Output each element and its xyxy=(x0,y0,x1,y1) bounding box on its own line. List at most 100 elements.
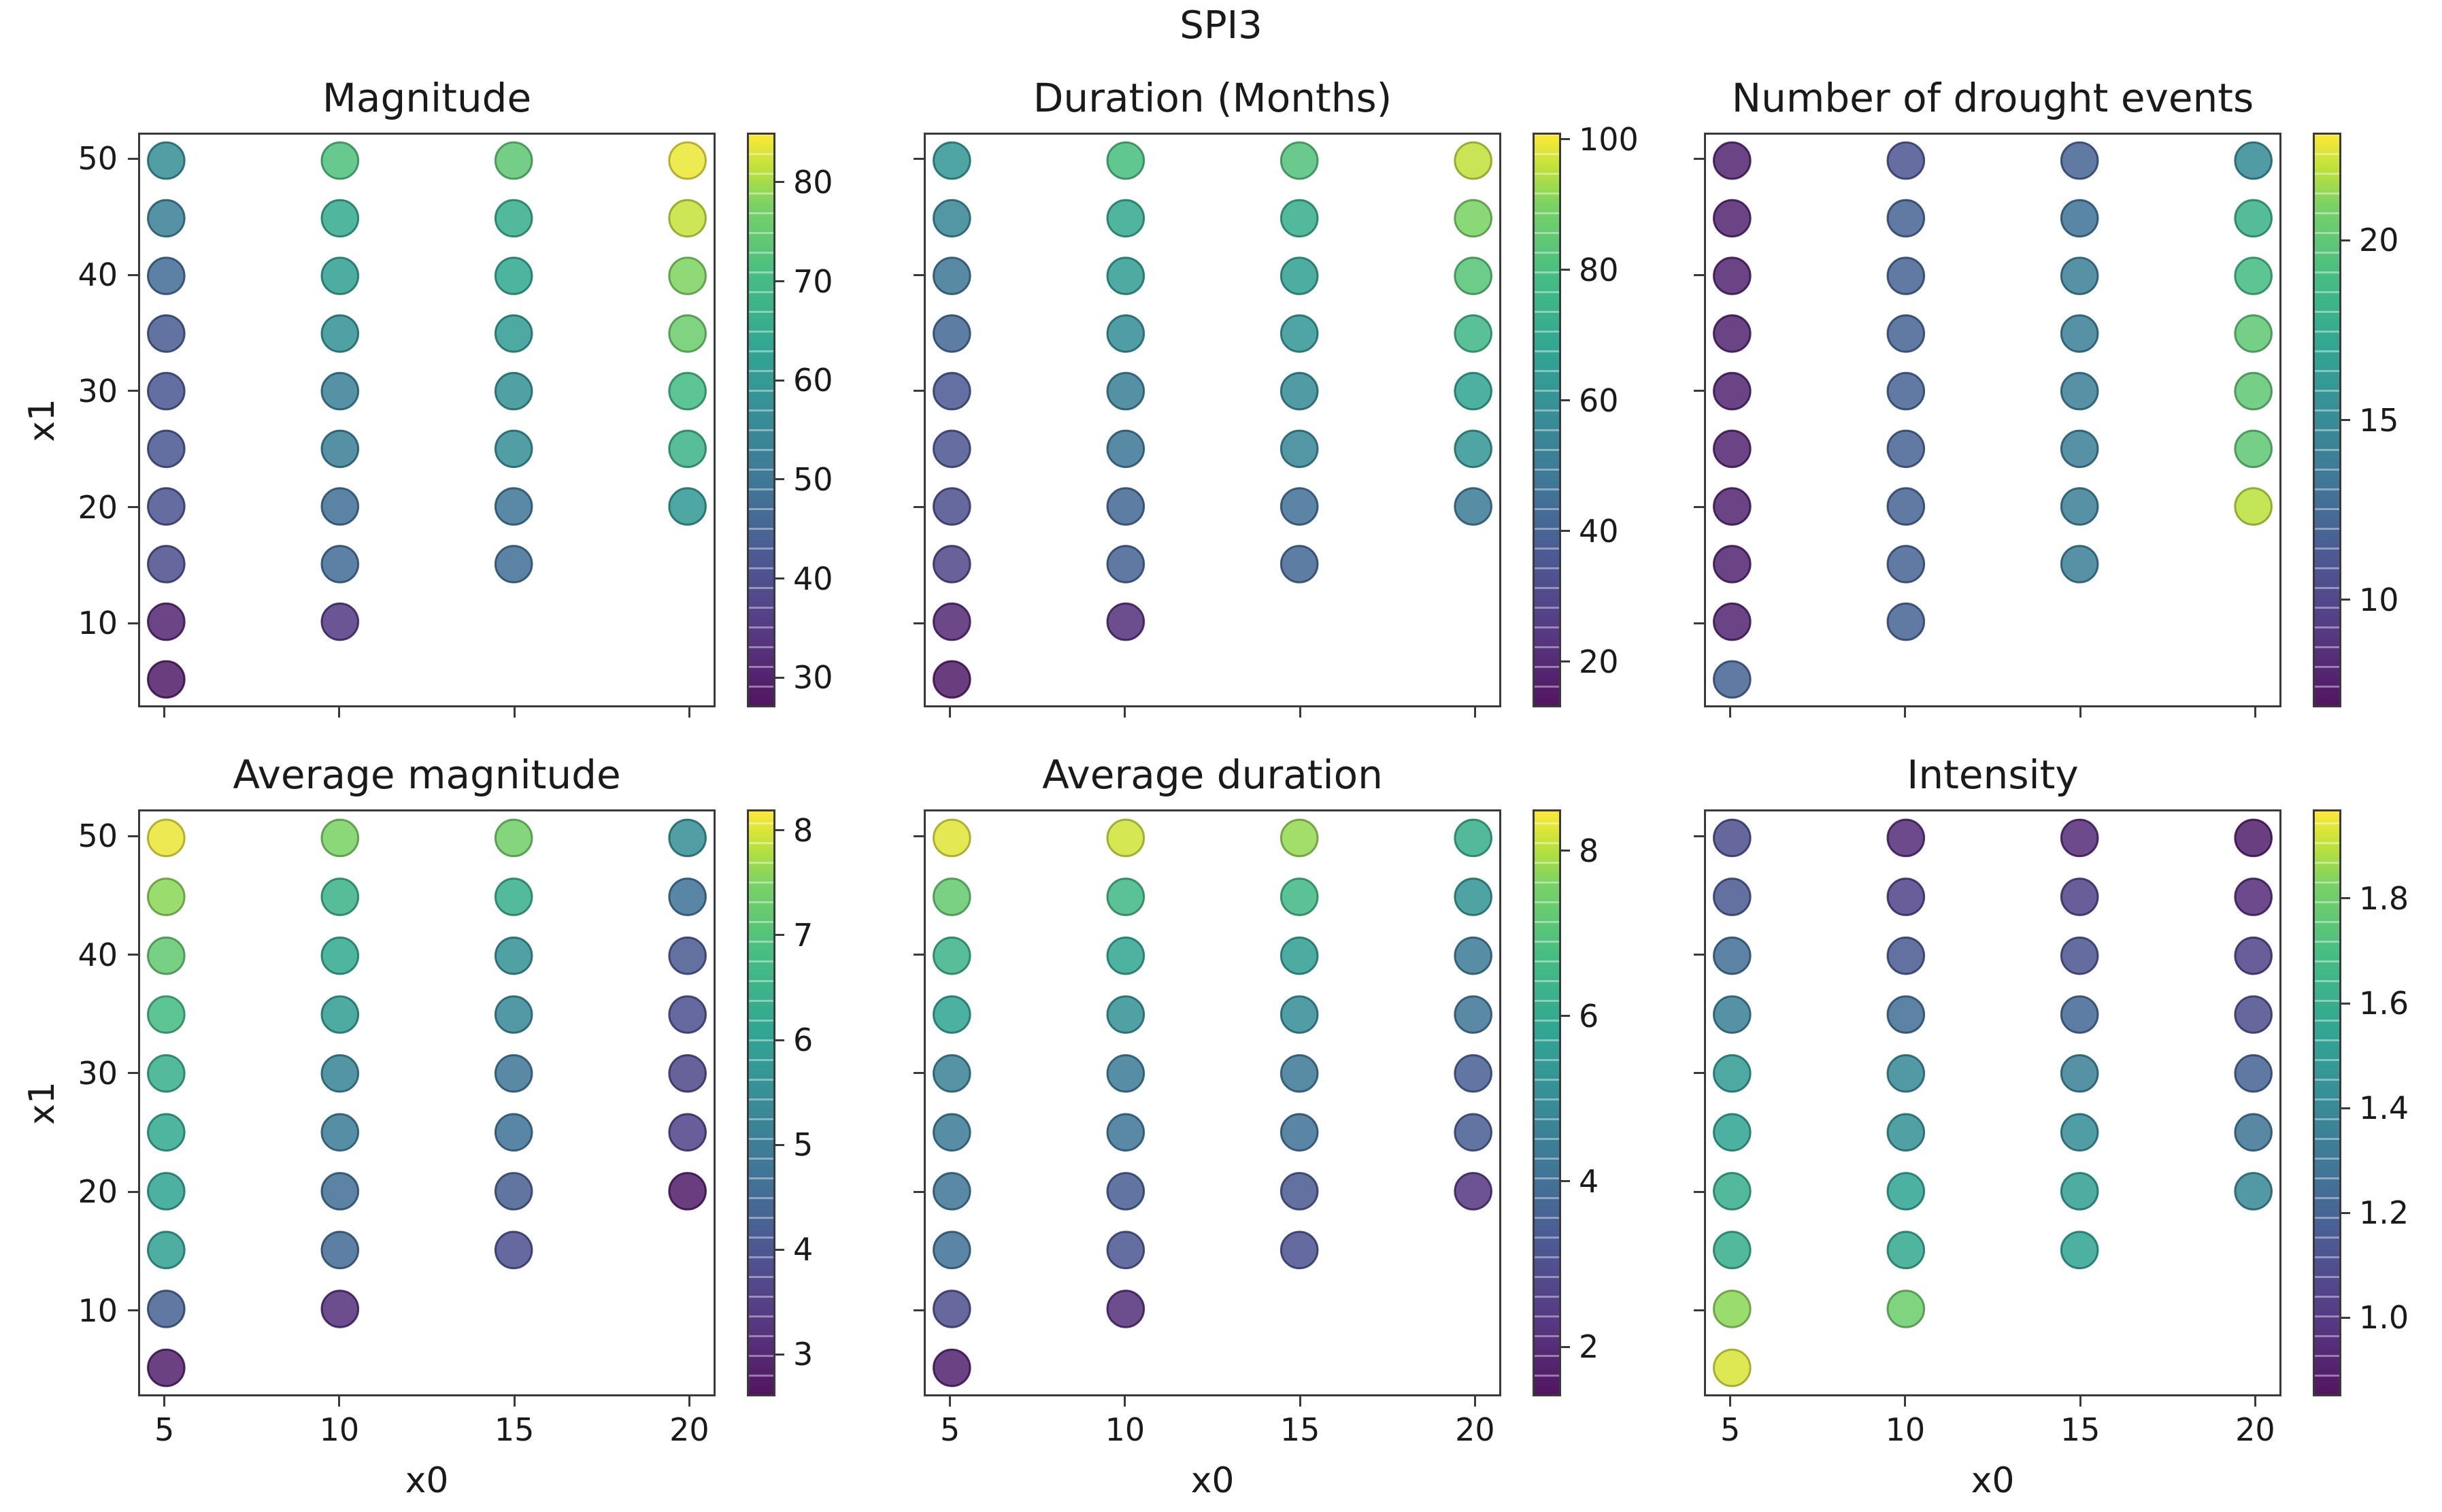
data-point xyxy=(933,1113,971,1152)
data-point xyxy=(147,314,186,353)
data-point xyxy=(1454,1054,1492,1093)
data-point xyxy=(494,1172,533,1211)
colorbar-tick-mark xyxy=(2341,897,2350,900)
x-tick-mark xyxy=(2079,1396,2081,1407)
data-point xyxy=(1886,1230,1926,1270)
colorbar-tick-label: 80 xyxy=(1579,251,1619,288)
x-tick-mark xyxy=(163,707,166,718)
data-point xyxy=(2060,1172,2099,1211)
data-point xyxy=(1279,1172,1319,1211)
data-point xyxy=(147,995,186,1034)
colorbar-tick-mark xyxy=(775,1353,784,1356)
y-tick-label: 40 xyxy=(78,936,118,973)
x-tick-mark xyxy=(1124,707,1126,718)
colorbar-tick-mark xyxy=(2341,599,2350,601)
data-point xyxy=(494,371,533,411)
data-point xyxy=(494,487,533,526)
scatter-points-layer xyxy=(147,141,707,699)
data-point xyxy=(1886,371,1926,411)
y-tick-mark xyxy=(128,157,138,160)
x-tick-mark xyxy=(2254,707,2256,718)
data-point xyxy=(494,429,533,469)
data-point xyxy=(1454,314,1492,353)
colorbar-tick-label: 100 xyxy=(1579,120,1639,158)
x-axis-label: x0 xyxy=(405,1460,449,1501)
data-point xyxy=(147,877,186,916)
data-point xyxy=(933,199,971,238)
colorbar-tick-mark xyxy=(1561,530,1570,533)
data-point xyxy=(494,818,533,858)
data-point xyxy=(1886,877,1926,916)
data-point xyxy=(1279,487,1319,526)
x-tick-label: 10 xyxy=(1885,1411,1926,1448)
data-point xyxy=(494,877,533,916)
data-point xyxy=(2060,199,2099,238)
x-tick-mark xyxy=(338,707,341,718)
colorbar-tick-mark xyxy=(1561,269,1570,271)
data-point xyxy=(2060,1054,2099,1093)
colorbar-tick-label: 8 xyxy=(793,811,814,849)
colorbar-tick-label: 60 xyxy=(1579,382,1619,419)
data-point xyxy=(2234,371,2273,411)
data-point xyxy=(320,199,360,238)
data-point xyxy=(320,314,360,353)
data-point xyxy=(2060,371,2099,411)
colorbar-segment-lines xyxy=(749,811,773,1394)
x-tick-mark xyxy=(163,1396,166,1407)
colorbar-tick-mark xyxy=(1561,1345,1570,1348)
data-point xyxy=(1279,371,1319,411)
colorbar-gradient xyxy=(749,135,773,705)
x-tick-label: 15 xyxy=(2060,1411,2101,1448)
y-tick-label: 50 xyxy=(78,818,118,855)
axes-avg-duration xyxy=(924,809,1501,1396)
colorbar-tick-mark xyxy=(2341,419,2350,421)
data-point xyxy=(933,602,971,641)
data-point xyxy=(1886,1172,1926,1211)
colorbar-segment-lines xyxy=(1535,135,1559,705)
x-tick-label: 5 xyxy=(1720,1411,1741,1448)
y-tick-mark xyxy=(914,390,924,392)
x-tick-label: 15 xyxy=(1279,1411,1320,1448)
data-point xyxy=(1886,1290,1926,1328)
data-point xyxy=(1279,199,1319,238)
data-point xyxy=(933,545,971,584)
y-tick-mark xyxy=(914,1072,924,1075)
colorbar-tick-mark xyxy=(775,379,784,382)
y-tick-mark xyxy=(914,954,924,956)
y-tick-mark xyxy=(1694,1072,1704,1075)
data-point xyxy=(1106,199,1145,238)
data-point xyxy=(1713,995,1752,1034)
data-point xyxy=(933,995,971,1034)
data-point xyxy=(2234,1113,2273,1152)
scatter-points-layer xyxy=(147,818,707,1388)
scatter-points-layer xyxy=(1713,141,2273,699)
colorbar-gradient xyxy=(2315,811,2339,1394)
colorbar-tick-mark xyxy=(775,1039,784,1041)
colorbar-tick-mark xyxy=(775,1143,784,1146)
colorbar-tick-label: 1.6 xyxy=(2359,985,2409,1022)
data-point xyxy=(2060,1230,2099,1270)
data-point xyxy=(2060,487,2099,526)
data-point xyxy=(668,1054,707,1093)
colorbar-tick-label: 6 xyxy=(793,1022,814,1059)
data-point xyxy=(1886,545,1926,584)
y-tick-mark xyxy=(1694,622,1704,624)
data-point xyxy=(1279,256,1319,295)
y-tick-mark xyxy=(914,1190,924,1193)
data-point xyxy=(494,199,533,238)
data-point xyxy=(1106,371,1145,411)
data-point xyxy=(1106,545,1145,584)
x-tick-label: 20 xyxy=(669,1411,709,1448)
colorbar-gradient xyxy=(1535,811,1559,1394)
data-point xyxy=(147,936,186,975)
colorbar-tick-mark xyxy=(1561,850,1570,852)
x-tick-mark xyxy=(949,707,952,718)
colorbar-magnitude xyxy=(747,133,775,707)
data-point xyxy=(1279,141,1319,180)
data-point xyxy=(494,256,533,295)
data-point xyxy=(1713,1290,1752,1328)
data-point xyxy=(933,877,971,916)
data-point xyxy=(320,429,360,469)
data-point xyxy=(1713,545,1752,584)
data-point xyxy=(147,545,186,584)
